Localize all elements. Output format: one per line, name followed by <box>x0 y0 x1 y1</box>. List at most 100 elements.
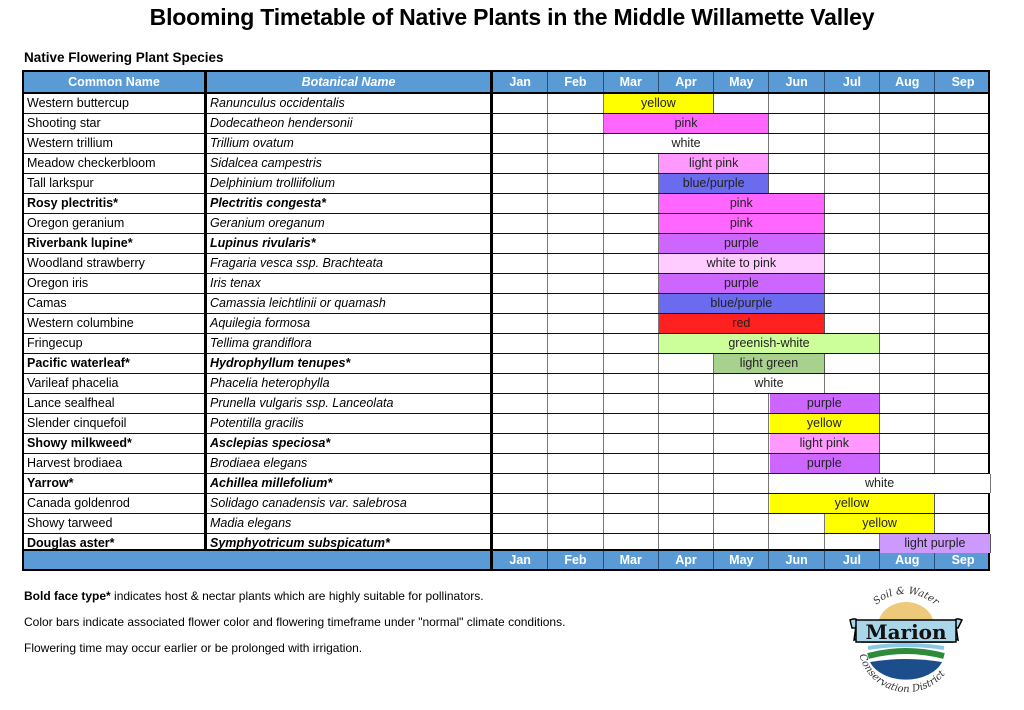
month-cell-jan <box>493 534 549 553</box>
month-cell-jan <box>493 174 549 193</box>
table-row: Canada goldenrod Solidago canadensis var.… <box>24 494 988 514</box>
month-cell-aug <box>880 234 936 253</box>
botanical-name-cell: Symphyotricum subspicatum* <box>207 534 493 553</box>
table-row: Harvest brodiaea Brodiaea elegans purple <box>24 454 988 474</box>
month-cell-feb <box>548 194 604 213</box>
month-cell-jul <box>825 194 881 213</box>
column-header-sep: Sep <box>951 75 975 89</box>
month-cell-jan <box>493 114 549 133</box>
footer-spacer <box>24 551 493 569</box>
common-name-cell: Showy tarweed <box>24 514 207 533</box>
bloom-bar: white <box>603 134 770 153</box>
month-cell-aug <box>880 454 936 473</box>
botanical-name-cell: Geranium oreganum <box>207 214 493 233</box>
common-name-cell: Western trillium <box>24 134 207 153</box>
footnote-bold-text: indicates host & nectar plants which are… <box>110 589 484 603</box>
month-cell-mar <box>604 494 659 513</box>
month-cell-jan <box>493 294 549 313</box>
month-cell-feb <box>548 434 604 453</box>
month-cell-mar <box>604 334 659 353</box>
table-row: Lance sealfheal Prunella vulgaris ssp. La… <box>24 394 988 414</box>
month-cell-mar <box>604 474 659 493</box>
bloom-bar: purple <box>658 234 825 253</box>
column-header-mar: Mar <box>604 72 659 92</box>
month-cell-feb <box>548 354 604 373</box>
month-cell-mar <box>604 194 659 213</box>
month-cell-jul <box>825 294 881 313</box>
month-cell-mar <box>604 174 659 193</box>
bloom-bar: white <box>714 374 825 393</box>
month-cell-may <box>714 394 770 413</box>
month-cell-aug <box>880 274 936 293</box>
month-cell-apr <box>659 454 715 473</box>
month-cell-aug <box>880 354 936 373</box>
bloom-bar: pink <box>603 114 770 133</box>
table-header-row: Common Name Botanical Name Jan Feb Mar Apr M… <box>24 72 988 94</box>
month-cell-jul <box>825 534 881 553</box>
table-row: Fringecup Tellima grandiflora greenish-whi… <box>24 334 988 354</box>
bloom-bar: pink <box>658 214 825 233</box>
logo-graphic: Marion Soil & Water Conservation Distric… <box>849 586 964 695</box>
table-row: Showy milkweed* Asclepias speciosa* light … <box>24 434 988 454</box>
botanical-name-cell: Brodiaea elegans <box>207 454 493 473</box>
month-cell-mar <box>604 214 659 233</box>
month-cell-sep <box>935 294 990 313</box>
month-cell-mar <box>604 254 659 273</box>
month-cell-feb <box>548 394 604 413</box>
bloom-bar: purple <box>769 454 881 473</box>
month-cell-sep <box>935 114 990 133</box>
month-cell-aug <box>880 414 936 433</box>
month-cell-jan <box>493 334 549 353</box>
month-cell-feb <box>548 254 604 273</box>
month-cell-sep <box>935 354 990 373</box>
month-cell-sep <box>935 94 990 113</box>
common-name-cell: Lance sealfheal <box>24 394 207 413</box>
table-row: Western trillium Trillium ovatum white <box>24 134 988 154</box>
month-cell-jan <box>493 234 549 253</box>
month-cell-feb <box>548 534 604 553</box>
month-cell-sep <box>935 274 990 293</box>
bloom-bar: light pink <box>658 154 770 173</box>
botanical-name-cell: Delphinium trolliifolium <box>207 174 493 193</box>
month-cell-aug <box>880 334 936 353</box>
common-name-cell: Showy milkweed* <box>24 434 207 453</box>
month-cell-aug <box>880 374 936 393</box>
month-cell-aug <box>880 114 936 133</box>
botanical-name-cell: Achillea millefolium* <box>207 474 493 493</box>
month-cell-jan <box>493 394 549 413</box>
month-cell-feb <box>548 214 604 233</box>
table-row: Yarrow* Achillea millefolium* white <box>24 474 991 494</box>
month-cell-may <box>714 474 770 493</box>
marion-swcd-logo: Marion Soil & Water Conservation Distric… <box>840 580 970 705</box>
month-cell-apr <box>659 434 715 453</box>
table-row: Rosy plectritis* Plectritis congesta* pink <box>24 194 988 214</box>
month-cell-jan <box>493 314 549 333</box>
botanical-name-cell: Fragaria vesca ssp. Brachteata <box>207 254 493 273</box>
common-name-cell: Riverbank lupine* <box>24 234 207 253</box>
botanical-name-cell: Ranunculus occidentalis <box>207 94 493 113</box>
month-cell-sep <box>935 334 990 353</box>
table-row: Varileaf phacelia Phacelia heterophylla wh… <box>24 374 988 394</box>
table-row: Western buttercup Ranunculus occidentalis… <box>24 94 988 114</box>
month-cell-jun <box>770 114 825 133</box>
month-cell-jul <box>825 114 881 133</box>
bloom-bar: purple <box>769 394 881 413</box>
botanical-name-cell: Phacelia heterophylla <box>207 374 493 393</box>
page-title: Blooming Timetable of Native Plants in t… <box>149 4 875 30</box>
logo-name: Marion <box>865 620 947 644</box>
bloom-timetable: Common Name Botanical Name Jan Feb Mar Apr M… <box>22 70 991 571</box>
table-row: Shooting star Dodecatheon hendersonii pink <box>24 114 988 134</box>
month-cell-aug <box>880 254 936 273</box>
bloom-bar: white to pink <box>658 254 825 273</box>
footer-month-sep: Sep <box>951 553 975 567</box>
month-cell-feb <box>548 134 604 153</box>
bloom-bar: white <box>769 474 991 493</box>
footer-month-apr: Apr <box>659 551 715 569</box>
botanical-name-cell: Trillium ovatum <box>207 134 493 153</box>
common-name-cell: Tall larkspur <box>24 174 207 193</box>
month-cell-sep <box>935 494 990 513</box>
month-cell-aug <box>880 94 936 113</box>
botanical-name-cell: Hydrophyllum tenupes* <box>207 354 493 373</box>
month-cell-sep <box>935 174 990 193</box>
month-cell-mar <box>604 154 659 173</box>
